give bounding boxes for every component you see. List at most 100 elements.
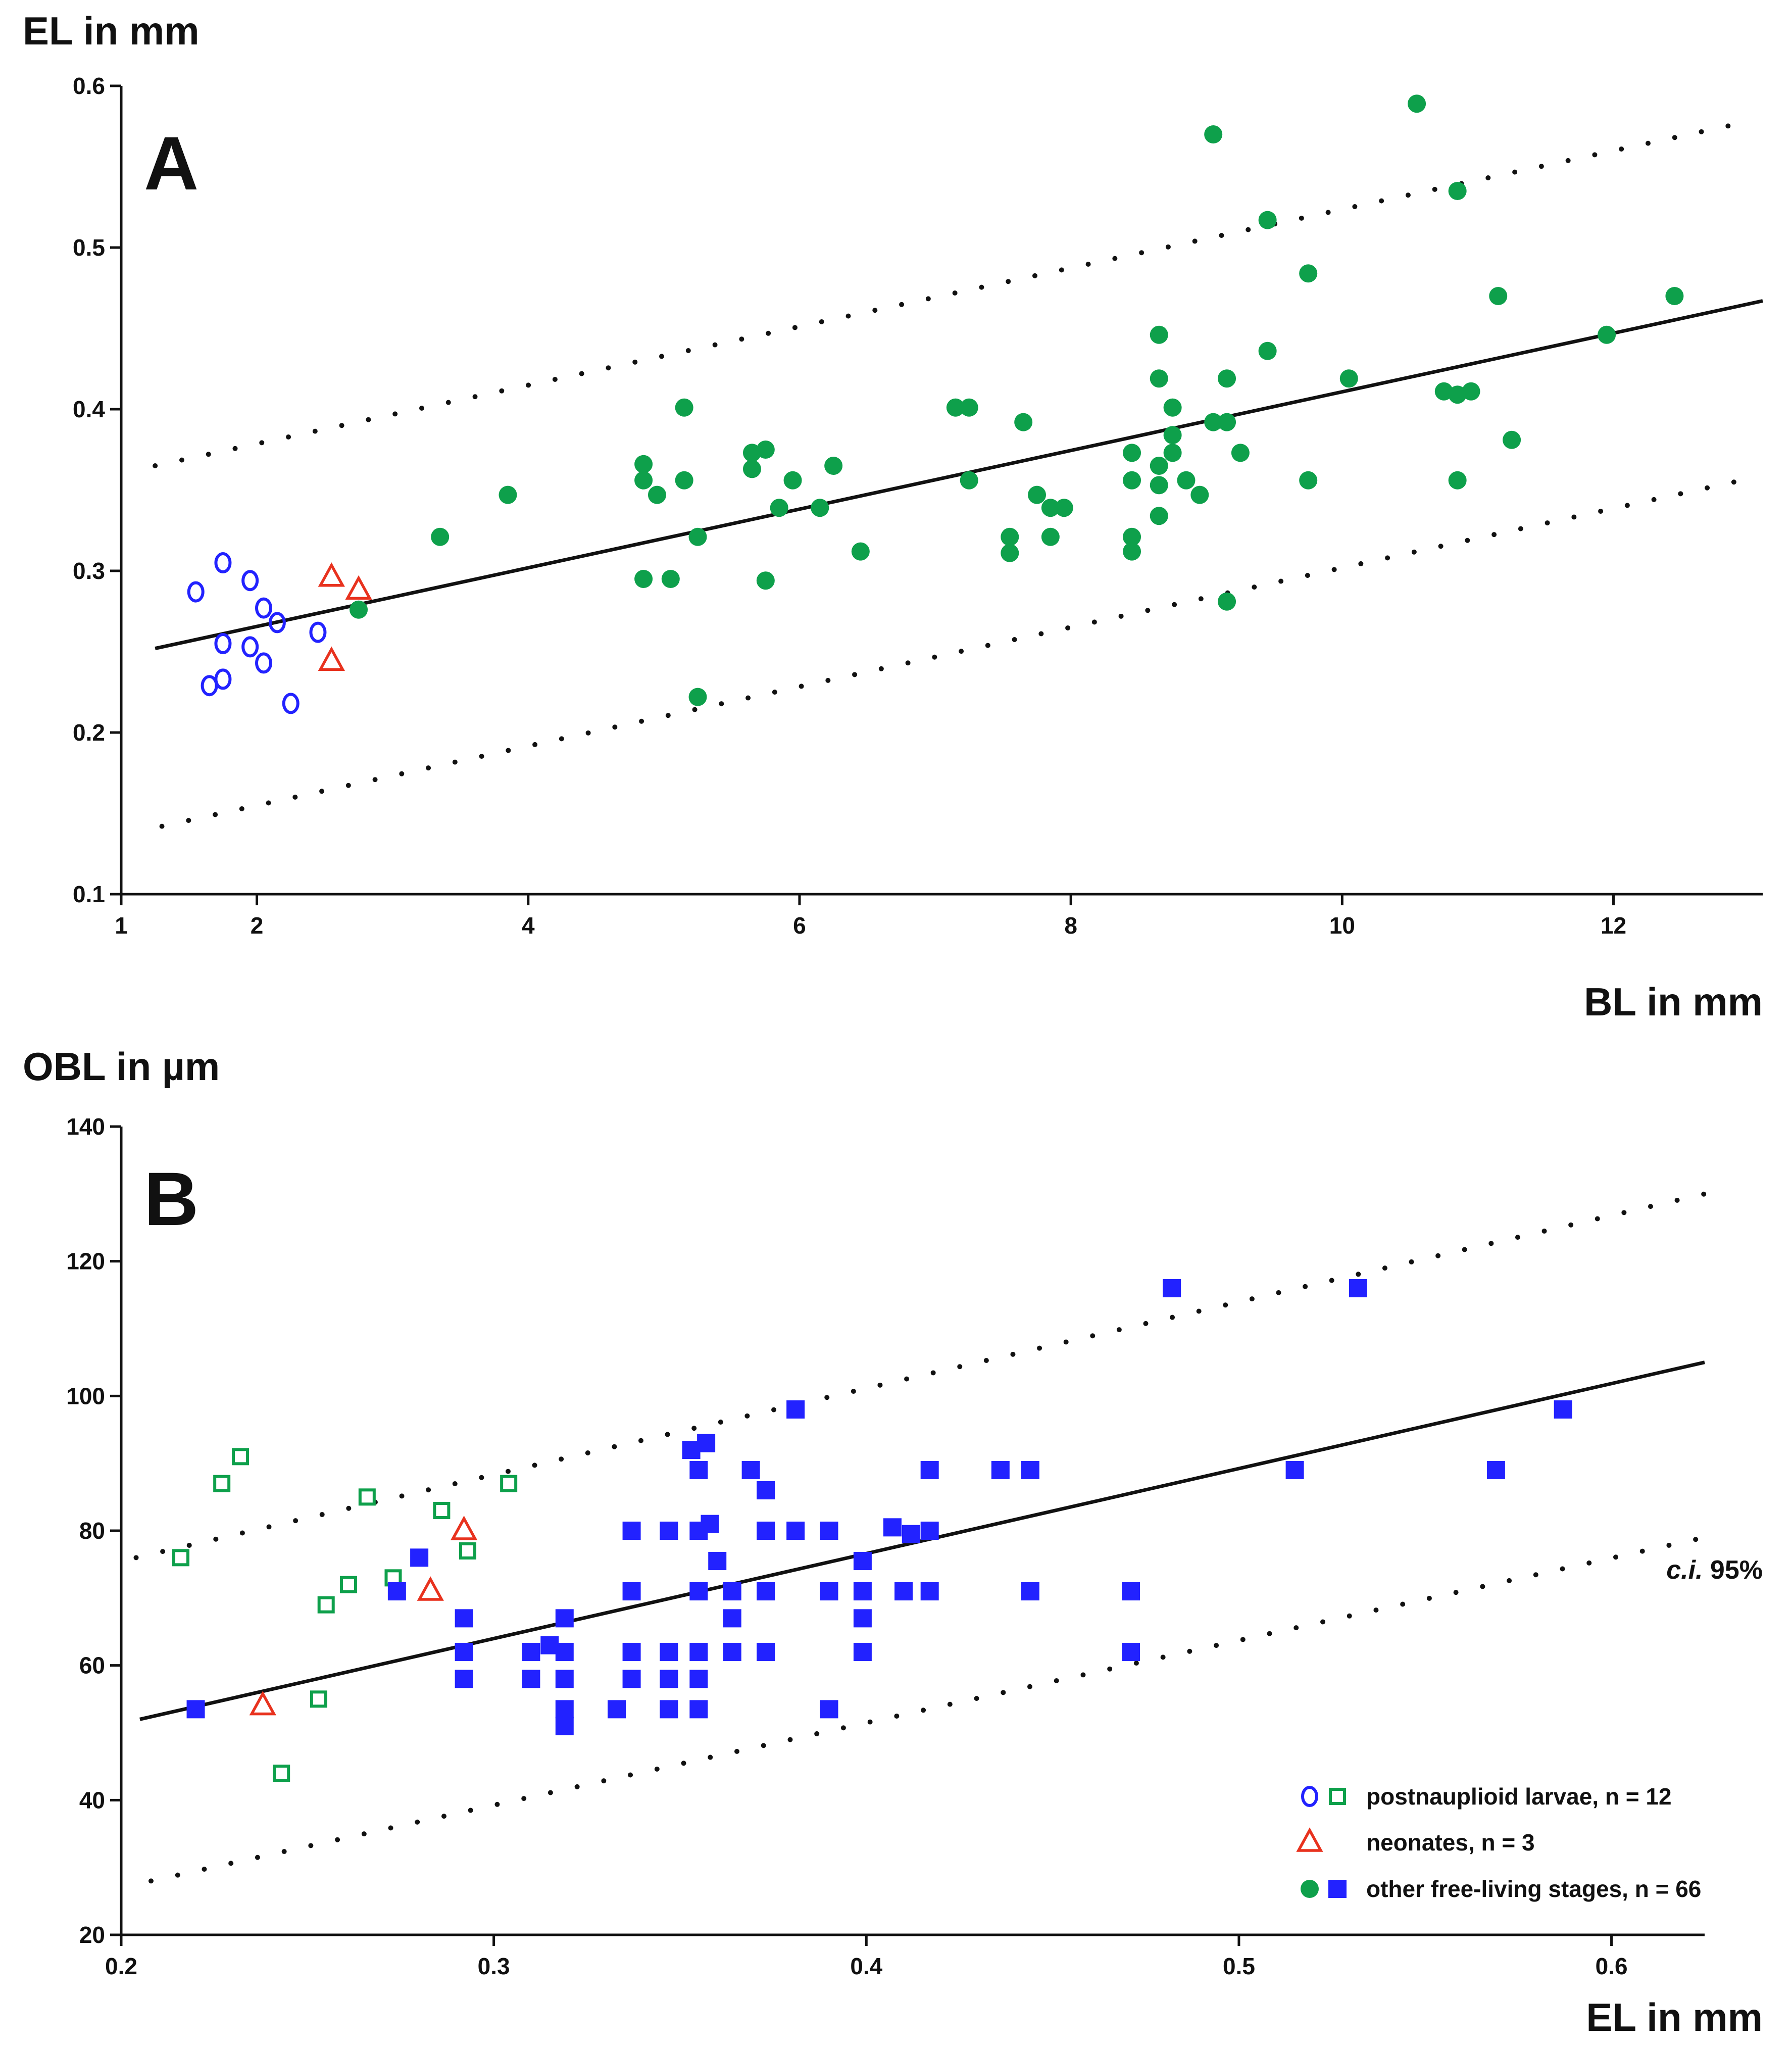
panel-b-point-free-living [660, 1522, 678, 1540]
legend-label: neonates, n = 3 [1366, 1829, 1535, 1856]
panel-b-point-free-living [455, 1670, 473, 1688]
panel-a-point-free-living [1258, 211, 1277, 229]
panel-b-y-tick-label: 100 [66, 1383, 105, 1409]
panel-b-point-neonates [417, 1576, 444, 1601]
panel-a-point-postnaupliod [187, 581, 205, 603]
panel-a-series-free-living [350, 94, 1684, 706]
panel-a-point-postnaupliod [201, 675, 218, 697]
panel-b-point-free-living [920, 1522, 939, 1540]
panel-b-ylabel: OBL in µm [23, 1044, 220, 1089]
panel-b-point-free-living [786, 1522, 805, 1540]
panel-b-point-free-living [622, 1522, 641, 1540]
panel-a-point-free-living [1434, 382, 1453, 401]
panel-a-point-postnaupliod [309, 621, 327, 643]
panel-b-point-free-living [689, 1643, 708, 1661]
panel-b-point-free-living [555, 1670, 574, 1688]
panel-a-point-neonates [318, 562, 345, 587]
panel-a-point-free-living [1218, 369, 1236, 388]
panel-a-point-free-living [946, 398, 965, 417]
panel-b-point-free-living [555, 1609, 574, 1628]
panel-b-point-postnaupliod [172, 1549, 190, 1567]
panel-a-point-free-living [431, 527, 450, 546]
panel-b-point-free-living [697, 1434, 716, 1452]
panel-a-point-free-living [1041, 499, 1060, 517]
ci-label: c.i. 95% [1666, 1555, 1763, 1585]
panel-b-point-free-living [853, 1609, 872, 1628]
panel-b-point-free-living [689, 1582, 708, 1600]
panel-b-point-postnaupliod [273, 1765, 290, 1782]
panel-a-point-free-living [756, 441, 775, 459]
panel-a-point-neonates [345, 575, 372, 600]
legend-label: postnauplioid larvae, n = 12 [1366, 1783, 1672, 1810]
panel-b-point-free-living [522, 1643, 540, 1661]
panel-a-point-free-living [1408, 94, 1426, 113]
panel-a-ci-lower-line [159, 476, 1752, 829]
panel-b-point-free-living [853, 1643, 872, 1661]
panel-a-x-tick-label: 1 [115, 912, 128, 939]
panel-a-x-tick-label: 12 [1601, 912, 1626, 939]
ci-label-rest: 95% [1703, 1555, 1763, 1585]
panel-a-point-free-living [1123, 471, 1141, 490]
panel-b-point-free-living [1122, 1582, 1140, 1600]
panel-a-point-postnaupliod [241, 570, 259, 592]
panel-a-point-free-living [688, 688, 707, 706]
panel-a-point-postnaupliod [255, 597, 273, 619]
panel-b-y-tick-label: 20 [79, 1922, 105, 1948]
panel-b-chart: OBL in µm B 20 40 60 80 100 120 140 0.2 0.3 0.4 0.… [23, 1044, 1763, 2039]
panel-b-point-free-living [820, 1522, 838, 1540]
panel-b-point-free-living [757, 1582, 775, 1600]
panel-a-series-postnaupliod [187, 552, 327, 714]
panel-b-point-free-living [786, 1400, 805, 1419]
panel-a-point-free-living [688, 527, 707, 546]
panel-b-point-free-living [387, 1582, 406, 1600]
panel-a-point-free-living [1163, 444, 1182, 462]
panel-a-regression-line [155, 299, 1763, 651]
legend-marker-open-square [1329, 1788, 1346, 1805]
panel-a-point-free-living [1150, 325, 1168, 344]
panel-b-point-postnaupliod [213, 1475, 231, 1492]
panel-a-ylabel: EL in mm [23, 9, 200, 53]
panel-b-point-free-living [1285, 1461, 1304, 1479]
panel-b-point-free-living [622, 1670, 641, 1688]
panel-a-point-free-living [1218, 413, 1236, 431]
panel-a-point-free-living [1123, 527, 1141, 546]
panel-b-point-free-living [1163, 1279, 1181, 1297]
panel-a-point-free-living [1163, 426, 1182, 445]
panel-b-point-free-living [723, 1582, 741, 1600]
panel-a-point-free-living [1150, 457, 1168, 475]
panel-b-point-free-living [608, 1700, 626, 1719]
panel-a-point-free-living [1014, 413, 1033, 431]
panel-a-point-postnaupliod [241, 636, 259, 658]
panel-a-point-postnaupliod [268, 612, 286, 633]
panel-a-regression-lines [153, 119, 1763, 829]
panel-b-point-free-living [723, 1609, 741, 1628]
panel-b-point-free-living [455, 1643, 473, 1661]
panel-b-point-free-living [1021, 1461, 1039, 1479]
panel-b-regression-lines [133, 1191, 1707, 1884]
panel-a-point-free-living [811, 499, 829, 517]
panel-a-point-free-living [1163, 398, 1182, 417]
panel-b-series-neonates [249, 1516, 478, 1716]
panel-a-point-free-living [1489, 287, 1508, 305]
panel-b-point-neonates [249, 1690, 276, 1716]
panel-a-point-free-living [1258, 342, 1277, 360]
panel-b-point-free-living [723, 1643, 741, 1661]
panel-a-point-free-living [1055, 499, 1073, 517]
panel-b-axes: 20 40 60 80 100 120 140 0.2 0.3 0.4 0.5 0.6 [66, 1113, 1705, 1979]
panel-a-point-free-living [1041, 527, 1060, 546]
panel-a-y-tick-label: 0.4 [73, 396, 105, 422]
panel-a-x-tick-label: 2 [251, 912, 264, 939]
panel-b-point-postnaupliod [232, 1448, 250, 1466]
panel-a-axes: 0.10.20.30.40.50.61 2 4 6 8 10 12 [73, 73, 1763, 939]
panel-a-point-free-living [742, 444, 761, 462]
panel-b-label: B [144, 1156, 198, 1241]
panel-a-chart: EL in mm A 0.10.20.30.40.50.61 2 4 6 8 10 12 B… [23, 9, 1763, 1024]
panel-b-point-free-living [555, 1717, 574, 1735]
panel-b-point-free-living [660, 1643, 678, 1661]
panel-a-y-tick-label: 0.1 [73, 881, 105, 907]
panel-b-point-free-living [853, 1582, 872, 1600]
panel-a-y-tick-label: 0.3 [73, 558, 105, 584]
panel-b-point-free-living [757, 1481, 775, 1499]
ci-label-italic: c.i. [1666, 1555, 1703, 1585]
